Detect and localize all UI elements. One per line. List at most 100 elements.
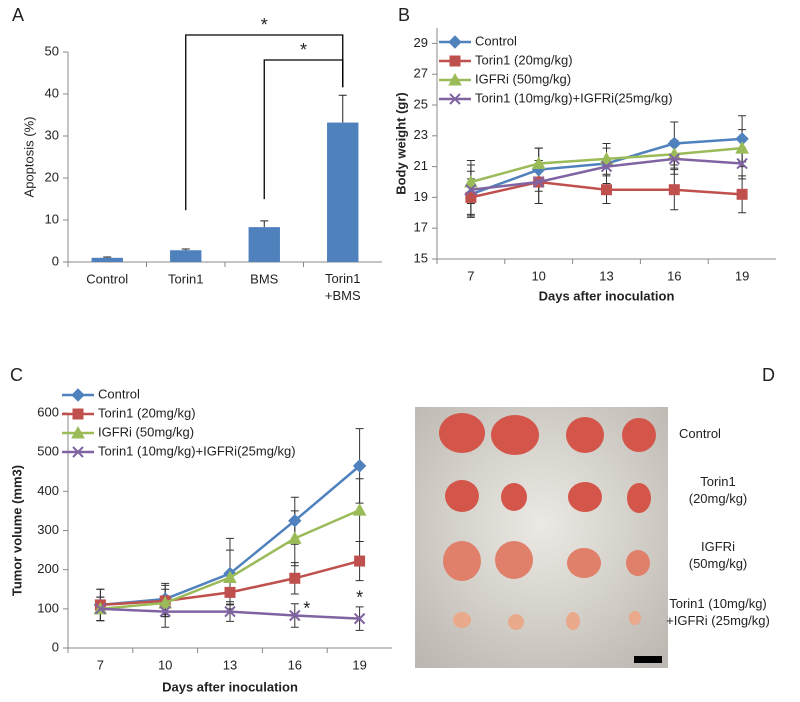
- photo-label-line: Torin1 (10mg/kg): [669, 596, 767, 611]
- marker: [224, 586, 236, 598]
- error-bar: [260, 220, 269, 228]
- x-tick-label: Torin1: [168, 271, 203, 286]
- legend-label: Torin1 (10mg/kg)+IGFRi(25mg/kg): [475, 90, 673, 105]
- y-tick-label: 27: [414, 66, 428, 81]
- y-tick-label: 10: [45, 211, 59, 226]
- photo-label-line: Control: [679, 426, 721, 441]
- marker: [159, 605, 171, 618]
- panel-label: A: [12, 5, 24, 25]
- marker: [735, 141, 749, 154]
- marker: [224, 605, 236, 618]
- y-tick-label: 20: [45, 169, 59, 184]
- y-tick-label: 19: [414, 189, 428, 204]
- marker: [71, 388, 85, 402]
- legend-label: IGFRi (50mg/kg): [98, 424, 194, 439]
- x-tick-label: 19: [735, 268, 749, 283]
- photo-label-line: Torin1: [700, 474, 735, 489]
- legend-label: Control: [475, 33, 517, 48]
- annotation: *: [303, 598, 310, 618]
- marker: [352, 503, 367, 516]
- y-tick-label: 0: [52, 253, 59, 268]
- marker: [736, 188, 748, 200]
- y-tick-label: 100: [37, 600, 59, 615]
- chart-panel: A 0 10 20 30 40 50 Apoptosis (%) * *: [12, 5, 382, 268]
- marker: [353, 612, 366, 625]
- x-tick-label: 7: [97, 657, 104, 672]
- y-axis-label: Body weight (gr): [393, 92, 408, 195]
- marker: [449, 93, 461, 105]
- significance-label: *: [261, 15, 268, 35]
- x-tick-label: Torin1 +BMS: [325, 271, 361, 303]
- marker: [94, 603, 107, 615]
- x-tick-label: 16: [667, 268, 681, 283]
- x-tick-label: 10: [531, 268, 545, 283]
- marker: [600, 160, 613, 173]
- x-tick-label: 13: [599, 268, 613, 283]
- x-tick-label: BMS: [250, 271, 279, 286]
- y-tick-label: 21: [414, 158, 428, 173]
- marker: [288, 514, 302, 528]
- error-bar: [103, 256, 112, 258]
- annotation: *: [356, 588, 363, 608]
- marker: [599, 151, 614, 165]
- marker: [465, 183, 477, 196]
- marker: [158, 595, 173, 609]
- panel-label: D: [762, 365, 775, 385]
- significance-bracket: [263, 59, 344, 200]
- x-tick-label: 13: [223, 657, 237, 672]
- photo-label-line: (20mg/kg): [689, 491, 748, 506]
- y-tick-label: 29: [414, 35, 428, 50]
- marker: [601, 184, 612, 196]
- marker: [464, 174, 478, 188]
- legend-label: Torin1 (20mg/kg): [98, 405, 196, 420]
- y-tick-label: 50: [45, 43, 59, 58]
- legend-label: Torin1 (20mg/kg): [475, 52, 573, 67]
- marker: [448, 35, 462, 49]
- panel-label: B: [398, 5, 410, 25]
- error-bar: [338, 94, 347, 123]
- x-tick-label-line: Torin1: [325, 271, 360, 286]
- legend-label: Control: [98, 386, 140, 401]
- marker: [448, 72, 462, 86]
- photo-label: IGFRi (50mg/kg): [689, 539, 748, 571]
- photo-label-line: IGFRi: [701, 539, 735, 554]
- x-tick-label: 16: [288, 657, 302, 672]
- x-tick-label: 19: [352, 657, 366, 672]
- legend-label: Torin1 (10mg/kg)+IGFRi(25mg/kg): [98, 443, 296, 458]
- marker: [223, 570, 237, 583]
- x-axis-label: Days after inoculation: [539, 288, 675, 303]
- bar: [248, 227, 280, 262]
- marker: [668, 153, 681, 165]
- marker: [668, 184, 680, 196]
- x-tick-label: 7: [467, 268, 474, 283]
- y-tick-label: 30: [45, 127, 59, 142]
- y-tick-label: 200: [37, 561, 59, 576]
- photo-label-line: (50mg/kg): [689, 556, 748, 571]
- bar: [170, 250, 202, 262]
- significance-label: *: [300, 40, 307, 60]
- marker: [289, 609, 301, 622]
- y-tick-label: 300: [37, 522, 59, 537]
- y-tick-label: 600: [37, 404, 59, 419]
- chart-panel: C 0 100 200 300 400 500 600 Tumor volume (mm3) Da…: [9, 365, 392, 694]
- y-tick-label: 0: [52, 639, 59, 654]
- y-tick-label: 500: [37, 444, 59, 459]
- photo-label: Torin1 (10mg/kg) +IGFRi (25mg/kg): [666, 596, 770, 628]
- error-bar: [181, 248, 190, 251]
- marker: [736, 157, 748, 170]
- chart-panel: B 15 17 19 21 23 25 27 29 Body weight (gr) Days af…: [393, 5, 776, 303]
- x-tick-label-line: +BMS: [325, 288, 361, 303]
- y-tick-label: 17: [414, 220, 428, 235]
- x-tick-label: Control: [86, 271, 128, 286]
- photo-label-line: +IGFRi (25mg/kg): [666, 613, 770, 628]
- y-tick-label: 400: [37, 483, 59, 498]
- marker: [532, 176, 545, 188]
- marker: [71, 425, 85, 439]
- marker: [287, 531, 302, 544]
- marker: [289, 572, 301, 584]
- y-tick-label: 15: [414, 250, 428, 265]
- marker: [72, 408, 84, 420]
- photo-label: Control: [679, 426, 721, 441]
- bar: [327, 122, 359, 262]
